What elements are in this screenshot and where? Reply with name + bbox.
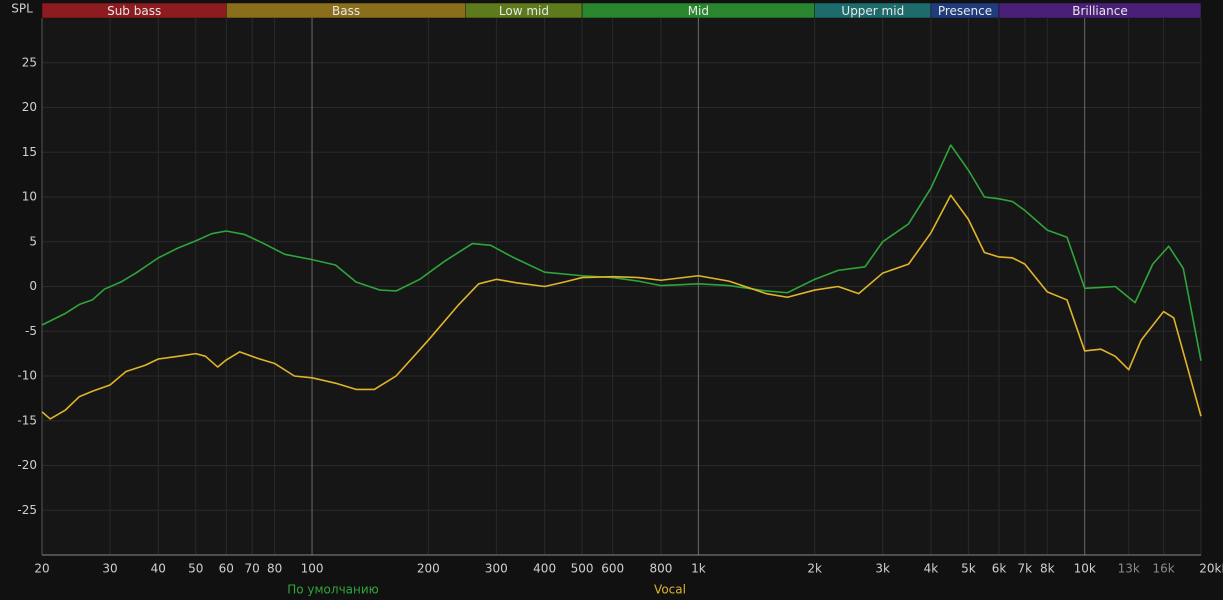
x-tick-label: 500: [571, 562, 594, 576]
series-line: [41, 194, 1202, 420]
x-tick-label: 1k: [691, 562, 706, 576]
x-tick-label: 80: [267, 562, 282, 576]
y-tick-label: -20: [17, 458, 37, 472]
x-tick-label: 2k: [807, 562, 822, 576]
x-tick-label: 6k: [992, 562, 1007, 576]
y-tick-label: 25: [22, 55, 37, 69]
x-tick-label: 300: [485, 562, 508, 576]
x-tick-label: 3k: [875, 562, 890, 576]
x-tick-label: 70: [245, 562, 260, 576]
y-axis-label: SPL: [11, 2, 33, 16]
x-tick-label: 4k: [924, 562, 939, 576]
x-tick-label: 20kHz: [1199, 562, 1223, 576]
y-tick-label: -5: [25, 324, 37, 338]
band-label: Low mid: [499, 4, 549, 18]
x-tick-label: 5k: [961, 562, 976, 576]
band-label: Sub bass: [107, 4, 161, 18]
legend-entry: Vocal: [654, 583, 686, 597]
series-line: [41, 144, 1202, 361]
x-tick-label: 60: [219, 562, 234, 576]
y-tick-label: 5: [29, 234, 37, 248]
band-label: Bass: [332, 4, 360, 18]
y-tick-label: -15: [17, 413, 37, 427]
y-tick-label: 0: [29, 279, 37, 293]
x-tick-label: 40: [151, 562, 166, 576]
x-tick-label: 100: [301, 562, 324, 576]
x-tick-label: 10k: [1074, 562, 1096, 576]
band-label: Upper mid: [841, 4, 904, 18]
band-label: Mid: [688, 4, 709, 18]
x-tick-label: 200: [417, 562, 440, 576]
x-tick-label: 30: [102, 562, 117, 576]
x-tick-label: 7k: [1018, 562, 1033, 576]
band-label: Presence: [938, 4, 992, 18]
x-tick-label: 600: [601, 562, 624, 576]
x-tick-label: 16k: [1152, 562, 1174, 576]
x-tick-label: 13k: [1118, 562, 1140, 576]
y-tick-label: -10: [17, 369, 37, 383]
band-label: Brilliance: [1072, 4, 1127, 18]
y-tick-label: 10: [22, 190, 37, 204]
y-tick-label: 15: [22, 145, 37, 159]
x-tick-label: 400: [533, 562, 556, 576]
legend-entry: По умолчанию: [287, 583, 379, 597]
x-tick-label: 8k: [1040, 562, 1055, 576]
x-tick-label: 20: [34, 562, 49, 576]
band: [998, 2, 1202, 19]
x-tick-label: 800: [649, 562, 672, 576]
x-tick-label: 50: [188, 562, 203, 576]
y-tick-label: -25: [17, 503, 37, 517]
y-tick-label: 20: [22, 100, 37, 114]
